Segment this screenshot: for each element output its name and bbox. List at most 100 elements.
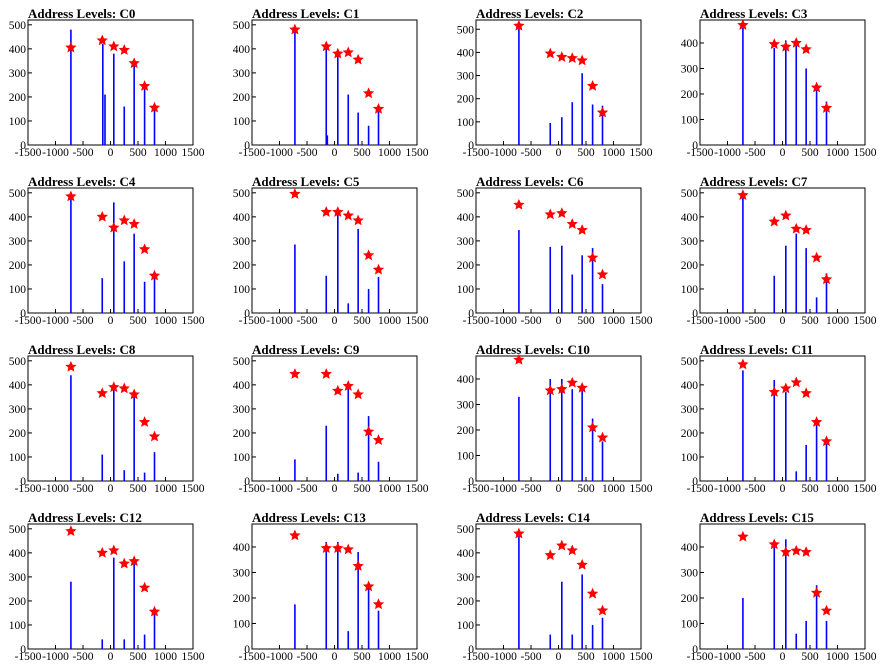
y-tick-label: 200 bbox=[233, 593, 251, 605]
y-tick-label: 300 bbox=[9, 236, 27, 248]
x-tick-label: 0 bbox=[780, 483, 786, 495]
x-tick-label: -1000 bbox=[714, 651, 741, 663]
peak-marker bbox=[290, 530, 300, 539]
chart-panel: Address Levels: C10 0 100 200 300 400 -1500 -10… bbox=[448, 336, 672, 504]
x-tick-label: 0 bbox=[332, 651, 338, 663]
y-tick-label: 100 bbox=[457, 284, 475, 296]
plot-frame bbox=[700, 356, 865, 481]
peak-marker bbox=[567, 378, 577, 387]
y-tick-label: 100 bbox=[681, 618, 699, 630]
peak-marker bbox=[812, 253, 822, 262]
y-tick-label: 400 bbox=[681, 38, 699, 50]
chart-plot: 0 100 200 300 400 500 -1500 -1000 -500 0 500 1000 15… bbox=[672, 168, 896, 336]
x-tick-label: 0 bbox=[556, 147, 562, 159]
x-tick-label: 1000 bbox=[602, 315, 625, 327]
chart-panel: Address Levels: C2 0 100 200 300 400 500 -1500-… bbox=[448, 0, 672, 168]
x-tick-label: 500 bbox=[129, 147, 147, 159]
y-tick-label: 300 bbox=[457, 236, 475, 248]
x-tick-label: 0 bbox=[556, 651, 562, 663]
x-tick-label: 1500 bbox=[406, 483, 429, 495]
x-tick-label: 1000 bbox=[602, 147, 625, 159]
x-tick-label: 1500 bbox=[406, 147, 429, 159]
peak-marker bbox=[598, 605, 608, 614]
chart-plot: 0 100 200 300 400 500 -1500 -1000 -500 0 500 1000 15… bbox=[224, 336, 448, 504]
x-tick-label: -500 bbox=[520, 651, 541, 663]
x-tick-label: 500 bbox=[129, 483, 147, 495]
chart-panel: Address Levels: C15 0 100 200 300 400 -1500 -10… bbox=[672, 504, 896, 672]
peak-marker bbox=[321, 369, 331, 378]
peak-marker bbox=[119, 45, 129, 54]
x-tick-label: 0 bbox=[108, 483, 114, 495]
x-tick-label: 1000 bbox=[826, 147, 849, 159]
y-tick-label: 100 bbox=[233, 284, 251, 296]
x-tick-label: -500 bbox=[744, 483, 765, 495]
x-tick-label: -1500 bbox=[15, 147, 42, 159]
x-tick-label: -1000 bbox=[266, 483, 293, 495]
x-tick-label: -500 bbox=[520, 483, 541, 495]
plot-frame bbox=[476, 188, 641, 313]
x-tick-label: 1000 bbox=[378, 315, 401, 327]
y-tick-label: 200 bbox=[681, 593, 699, 605]
peak-marker bbox=[791, 224, 801, 233]
y-tick-label: 400 bbox=[681, 212, 699, 224]
peak-marker bbox=[353, 215, 363, 224]
x-tick-label: -1500 bbox=[463, 651, 490, 663]
y-tick-label: 100 bbox=[233, 116, 251, 128]
x-tick-label: 1000 bbox=[154, 651, 177, 663]
peak-marker bbox=[97, 388, 107, 397]
x-tick-label: 1500 bbox=[630, 483, 653, 495]
x-tick-label: -1000 bbox=[490, 651, 517, 663]
peak-marker bbox=[109, 41, 119, 50]
x-tick-label: -500 bbox=[520, 315, 541, 327]
chart-plot: 0 100 200 300 400 -1500 -1000 -500 0 500 1000 1500 bbox=[672, 0, 896, 168]
y-tick-label: 200 bbox=[9, 92, 27, 104]
y-tick-label: 400 bbox=[457, 374, 475, 386]
peak-marker bbox=[374, 435, 384, 444]
x-tick-label: 0 bbox=[108, 147, 114, 159]
x-tick-label: -500 bbox=[296, 147, 317, 159]
y-tick-label: 300 bbox=[681, 404, 699, 416]
x-tick-label: 1500 bbox=[630, 651, 653, 663]
chart-plot: 0 100 200 300 400 -1500 -1000 -500 0 500 1000 1500 bbox=[224, 504, 448, 672]
x-tick-label: 500 bbox=[801, 651, 819, 663]
x-tick-label: 500 bbox=[353, 651, 371, 663]
x-tick-label: 0 bbox=[556, 483, 562, 495]
peak-marker bbox=[588, 81, 598, 90]
peak-marker bbox=[577, 55, 587, 64]
x-tick-label: -1000 bbox=[266, 651, 293, 663]
x-tick-label: -1500 bbox=[463, 483, 490, 495]
chart-panel: Address Levels: C4 0 100 200 300 400 500 -1500-… bbox=[0, 168, 224, 336]
x-tick-label: 1000 bbox=[378, 147, 401, 159]
y-tick-label: 500 bbox=[681, 188, 699, 200]
peak-marker bbox=[514, 200, 524, 209]
y-tick-label: 200 bbox=[457, 596, 475, 608]
x-tick-label: -1500 bbox=[239, 483, 266, 495]
x-tick-label: -1000 bbox=[490, 147, 517, 159]
peak-marker bbox=[129, 219, 139, 228]
x-tick-label: 500 bbox=[353, 315, 371, 327]
chart-plot: 0 100 200 300 400 500 -1500 -1000 -500 0 500 1000 15… bbox=[0, 336, 224, 504]
y-tick-label: 300 bbox=[681, 236, 699, 248]
chart-plot: 0 100 200 300 400 500 -1500 -1000 -500 0 500 1000 15… bbox=[672, 336, 896, 504]
y-tick-label: 200 bbox=[681, 428, 699, 440]
peak-marker bbox=[140, 417, 150, 426]
y-tick-label: 300 bbox=[233, 68, 251, 80]
chart-panel: Address Levels: C12 0 100 200 300 400 500 -1500… bbox=[0, 504, 224, 672]
x-tick-label: -500 bbox=[744, 315, 765, 327]
y-tick-label: 200 bbox=[9, 260, 27, 272]
y-tick-label: 100 bbox=[457, 620, 475, 632]
y-tick-label: 200 bbox=[233, 260, 251, 272]
y-tick-label: 500 bbox=[233, 188, 251, 200]
chart-plot: 0 100 200 300 400 -1500 -1000 -500 0 500 1000 1500 bbox=[448, 336, 672, 504]
y-tick-label: 100 bbox=[457, 117, 475, 129]
x-tick-label: -500 bbox=[296, 651, 317, 663]
y-tick-label: 100 bbox=[9, 284, 27, 296]
x-tick-label: 0 bbox=[108, 651, 114, 663]
peak-marker bbox=[343, 47, 353, 56]
chart-plot: 0 100 200 300 400 500 -1500 -1000 -500 0 500 1000 15… bbox=[0, 0, 224, 168]
y-tick-label: 300 bbox=[681, 63, 699, 75]
peak-marker bbox=[545, 550, 555, 559]
y-tick-label: 300 bbox=[233, 567, 251, 579]
y-tick-label: 300 bbox=[9, 572, 27, 584]
x-tick-label: -500 bbox=[744, 651, 765, 663]
